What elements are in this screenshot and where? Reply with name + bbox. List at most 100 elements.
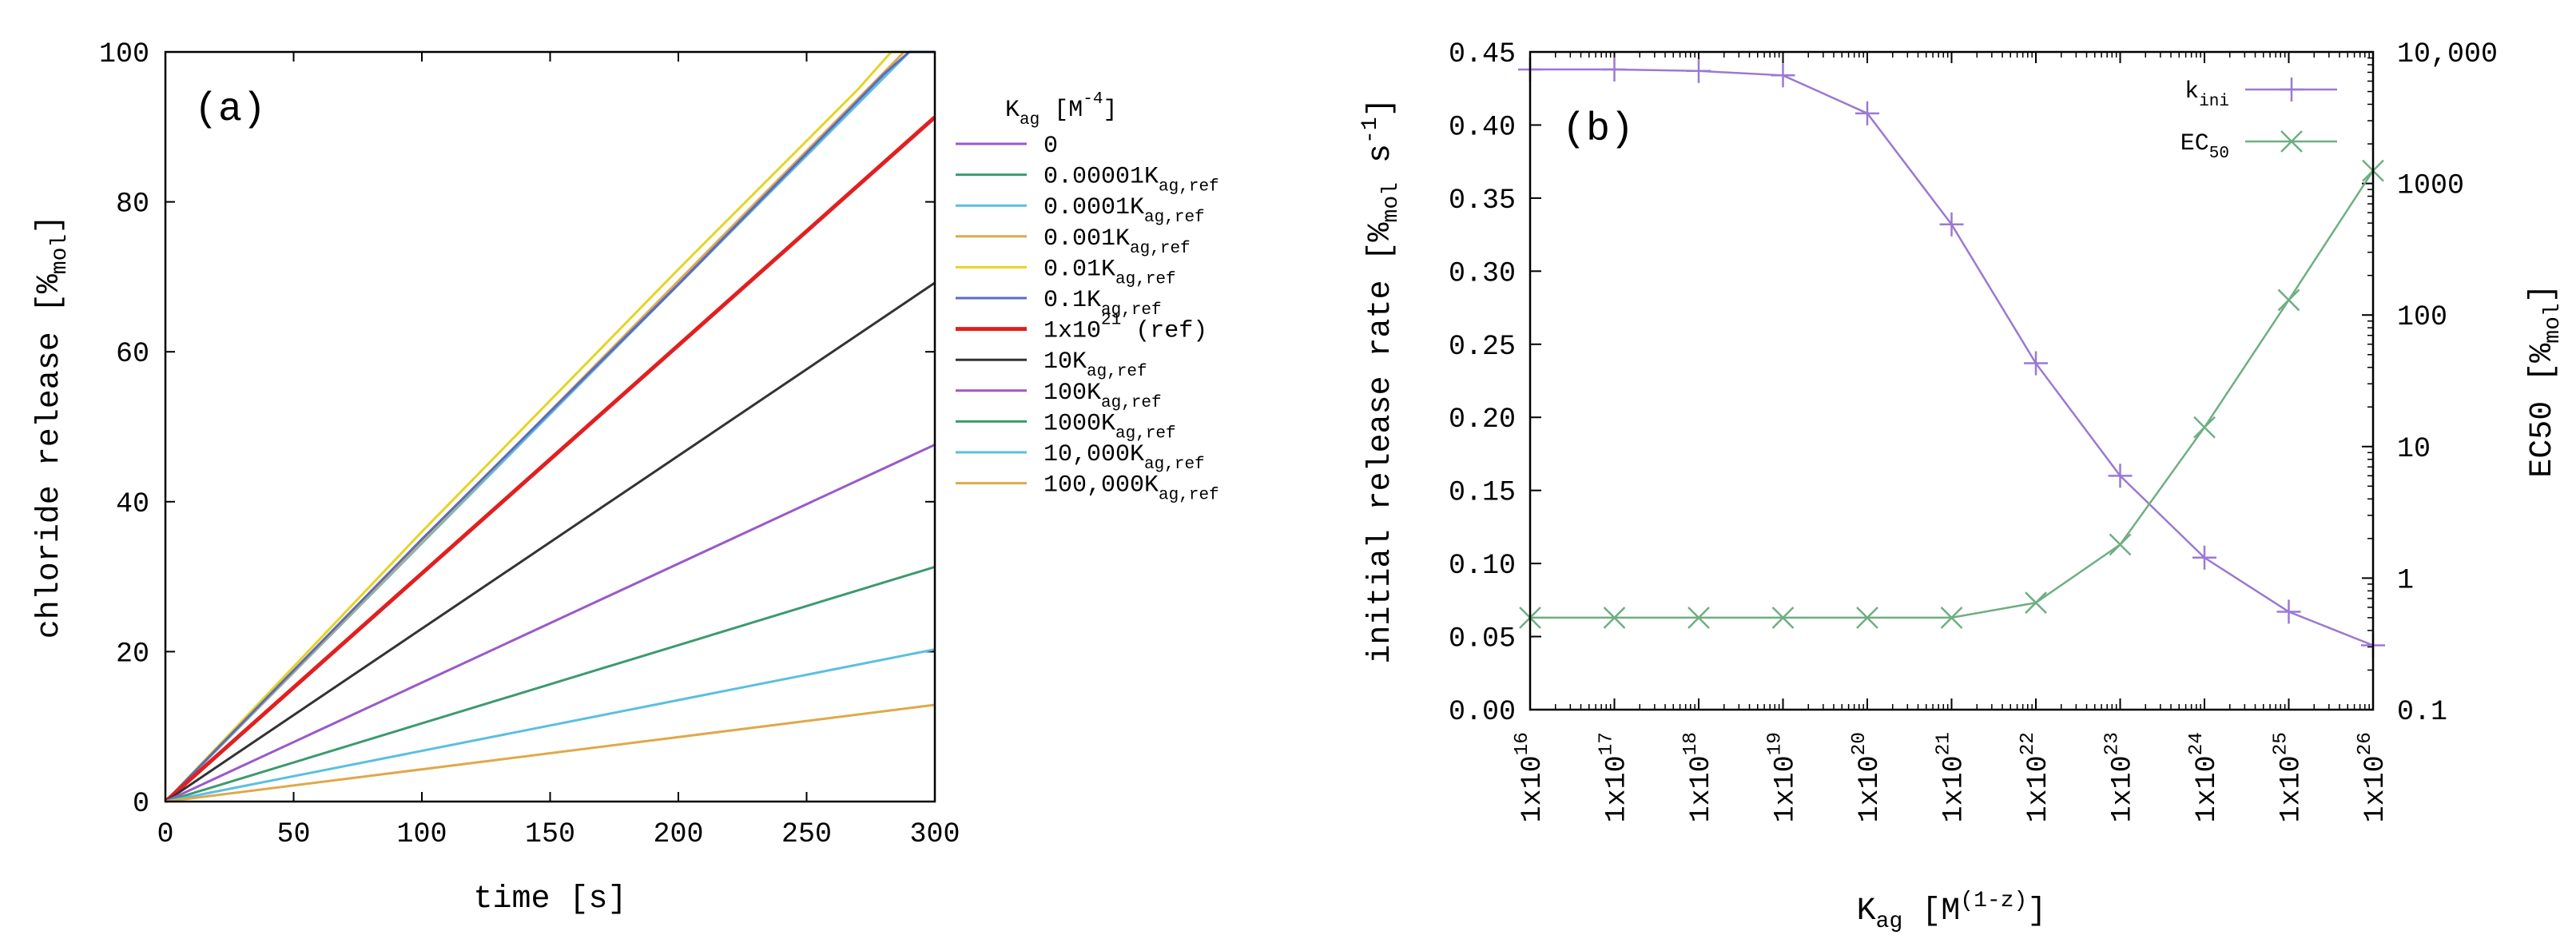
y-right-tick-label: 0.1 (2397, 696, 2447, 728)
marker-stroke (1603, 607, 1626, 629)
point-EC50-2 (1688, 607, 1710, 629)
x-axis-label: Kag [M(1-z)] (1857, 889, 2047, 934)
y-right-tick-label: 1 (2397, 564, 2414, 596)
x-tick-label: 100 (396, 818, 447, 850)
marker-stroke (2193, 416, 2216, 439)
y-left-tick-label: 0.05 (1449, 623, 1516, 655)
point-EC50-9 (2277, 288, 2300, 312)
point-kini-4 (1855, 101, 1879, 125)
x-tick-label: 150 (525, 818, 575, 850)
y-right-tick-label: 1000 (2397, 170, 2464, 202)
series-line-6 (164, 115, 936, 803)
legend-label-2: 0.0001Kag,ref (1044, 194, 1205, 227)
point-EC50-5 (1940, 607, 1963, 629)
y-left-axis-label: initial release rate [%mol s-1] (1358, 97, 1404, 663)
panel-label: (a) (194, 87, 266, 133)
series-line-11 (165, 703, 936, 803)
legend-label-9: 1000Kag,ref (1044, 410, 1176, 443)
y-left-tick-label: 0.45 (1449, 38, 1516, 70)
y-right-tick-label: 100 (2397, 301, 2447, 333)
legend-label-3: 0.001Kag,ref (1044, 225, 1191, 258)
plot-frame (1529, 50, 2375, 711)
marker-stroke (1940, 607, 1963, 629)
x-tick-label: 250 (781, 818, 832, 850)
point-kini-8 (2192, 545, 2216, 570)
x-tick-label: 50 (276, 818, 310, 850)
point-EC50-6 (2025, 591, 2047, 615)
x-tick-label: 200 (653, 818, 703, 850)
point-kini-2 (1687, 58, 1711, 83)
series-line-7 (165, 281, 936, 803)
series-line-3 (164, 50, 935, 803)
y-axis-label: chloride release [%mol] (32, 215, 73, 639)
y-left-tick-label: 0.35 (1449, 185, 1516, 217)
y-left-tick-label: 0.00 (1449, 696, 1516, 728)
y-right-axis-label: EC50 [%mol] (2525, 284, 2566, 477)
x-tick-label: 1x1026 (2355, 732, 2391, 822)
legend-label-0: 0 (1044, 133, 1058, 160)
legend-label-EC50: EC50 (2180, 130, 2229, 163)
x-tick-label: 1x1016 (1512, 732, 1548, 822)
legend-label-kini: kini (2184, 78, 2229, 111)
point-kini-6 (2024, 351, 2048, 376)
x-tick-label: 1x1017 (1596, 732, 1633, 822)
legend-label-5: 0.1Kag,ref (1044, 287, 1162, 320)
legend-marker (2280, 130, 2303, 153)
x-tick-label: 1x1023 (2102, 732, 2139, 822)
series-line-5 (164, 50, 935, 803)
series-line-kini (1530, 68, 2374, 647)
y-tick-label: 100 (99, 38, 149, 70)
point-EC50-3 (1771, 607, 1795, 629)
series-line-0 (164, 50, 935, 803)
marker-stroke (1856, 607, 1878, 629)
legend-label-6: 1x1021 (ref) (1044, 312, 1207, 345)
point-EC50-4 (1856, 607, 1878, 629)
marker-stroke (2109, 533, 2132, 556)
panel-label: (b) (1562, 107, 1634, 153)
series-line-9 (165, 565, 936, 803)
x-axis-label: time [s] (473, 881, 626, 917)
y-tick-label: 0 (133, 788, 149, 820)
y-right-tick-label: 10,000 (2397, 38, 2498, 70)
series-line-4 (164, 50, 935, 803)
marker-stroke (1688, 607, 1710, 629)
panel-b-chart: 1x1016 1x1017 1x1018 1x1019 1x1020 1x1021 1x10… (1358, 38, 2566, 934)
series-line-8 (165, 444, 936, 803)
legend-label-11: 100,000Kag,ref (1044, 472, 1219, 505)
x-tick-label: 0 (157, 818, 173, 850)
y-left-tick-label: 0.25 (1449, 331, 1516, 363)
y-tick-label: 20 (116, 638, 149, 670)
y-tick-label: 60 (116, 338, 149, 370)
plot-frame (164, 50, 936, 803)
x-tick-label: 1x1021 (1934, 732, 1970, 822)
y-tick-label: 40 (116, 488, 149, 520)
y-right-tick-label: 10 (2397, 433, 2431, 465)
x-tick-label: 1x1019 (1765, 732, 1802, 822)
x-tick-label: 1x1025 (2271, 732, 2308, 822)
y-left-tick-label: 0.40 (1449, 111, 1516, 143)
x-tick-label: 1x1020 (1849, 732, 1886, 822)
legend-label-7: 10Kag,ref (1044, 348, 1147, 381)
legend-label-4: 0.01Kag,ref (1044, 256, 1176, 288)
y-left-tick-label: 0.20 (1449, 404, 1516, 436)
y-left-tick-label: 0.30 (1449, 257, 1516, 289)
point-EC50-8 (2193, 416, 2216, 439)
point-kini-7 (2108, 464, 2133, 488)
legend-title: Kag [M-4] (1005, 90, 1117, 129)
panel-a-chart: 0 50 100 150 200 250 300 0 20 40 60 80 100 time [s] ch… (32, 38, 1219, 917)
point-kini-1 (1602, 57, 1627, 82)
x-tick-label: 1x1024 (2186, 732, 2223, 822)
marker-stroke (2025, 591, 2047, 615)
x-tick-label: 1x1022 (2017, 732, 2054, 822)
legend-label-8: 100Kag,ref (1044, 380, 1162, 412)
x-tick-label: 1x1018 (1680, 732, 1717, 822)
series-line-EC50 (1530, 169, 2375, 619)
point-EC50-1 (1603, 607, 1626, 629)
point-kini-9 (2276, 599, 2301, 624)
legend-label-10: 10,000Kag,ref (1044, 441, 1205, 474)
series-line-10 (165, 648, 936, 803)
point-kini-3 (1771, 63, 1795, 88)
point-EC50-7 (2109, 533, 2132, 556)
series-line-1 (164, 50, 935, 803)
